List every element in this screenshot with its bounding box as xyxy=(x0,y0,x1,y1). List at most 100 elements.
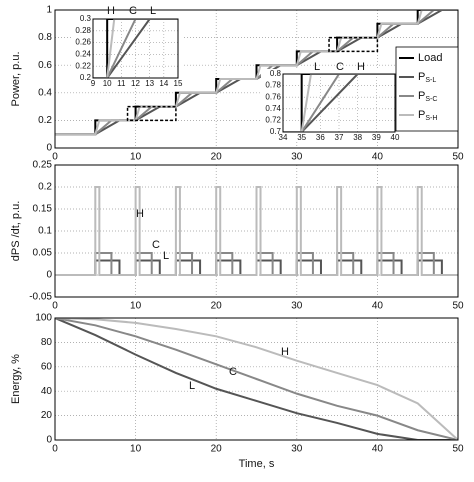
legend-label: Load xyxy=(418,52,442,64)
series-line xyxy=(93,19,178,78)
annotation: L xyxy=(163,250,169,262)
inset-y-tick-label: 0.26 xyxy=(75,38,91,47)
x-tick-label: 10 xyxy=(130,444,142,455)
y-tick-label: 1 xyxy=(46,5,52,16)
x-tick-label: 30 xyxy=(291,152,303,163)
x-tick-label: 40 xyxy=(372,152,384,163)
x-tick-label: 50 xyxy=(452,301,464,312)
x-axis-label: Time, s xyxy=(239,458,275,470)
inset-frame xyxy=(282,73,396,133)
x-tick-label: 20 xyxy=(211,152,223,163)
y-tick-label: 0.2 xyxy=(38,115,52,126)
inset-x-tick-label: 37 xyxy=(335,133,344,142)
y-tick-label: 0.4 xyxy=(38,87,52,98)
panel: 0 20 40 60 80 100 0 10 20 30 40 50 Energy, % Time, s H… xyxy=(10,313,464,470)
inset: 0.2 0.22 0.24 0.26 0.28 0.3 9 10 11 12 13 14 15 H C L xyxy=(71,5,183,88)
inset-y-tick-label: 0.72 xyxy=(265,116,281,125)
x-tick-label: 0 xyxy=(52,301,58,312)
x-tick-label: 50 xyxy=(452,444,464,455)
inset-y-tick-label: 0.28 xyxy=(75,26,91,35)
inset-annotation: L xyxy=(314,61,320,73)
inset-x-tick-label: 10 xyxy=(103,79,112,88)
inset-x-tick-label: 36 xyxy=(316,133,325,142)
series-line xyxy=(55,318,458,440)
series-line xyxy=(55,318,458,440)
inset-annotation: C xyxy=(129,5,137,17)
y-tick-label: -0.05 xyxy=(29,292,52,303)
x-tick-label: 0 xyxy=(52,444,58,455)
zoom-box xyxy=(126,105,177,122)
x-tick-label: 0 xyxy=(52,152,58,163)
inset-background xyxy=(261,69,400,142)
inset-y-tick-label: 0.2 xyxy=(80,73,92,82)
inset-x-tick-label: 35 xyxy=(297,133,306,142)
inset-x-tick-label: 40 xyxy=(391,133,400,142)
annotation: C xyxy=(229,366,237,378)
y-tick-label: 20 xyxy=(41,410,53,421)
inset-annotation: L xyxy=(150,5,156,17)
series-line xyxy=(55,252,458,276)
inset-y-tick-label: 0.76 xyxy=(265,92,281,101)
inset-x-tick-label: 9 xyxy=(91,79,96,88)
y-tick-label: 0.15 xyxy=(33,204,53,215)
y-axis-label: dPS /dt, p.u. xyxy=(10,201,22,262)
zoom-box xyxy=(328,36,379,53)
y-tick-label: 0.6 xyxy=(38,60,52,71)
annotation: L xyxy=(189,380,195,392)
annotation: C xyxy=(152,239,160,251)
y-axis-label: Power, p.u. xyxy=(10,51,22,106)
series-line xyxy=(55,318,458,440)
inset-annotation: H xyxy=(107,5,115,17)
inset-x-tick-label: 14 xyxy=(159,79,168,88)
y-tick-label: 0.8 xyxy=(38,32,52,43)
x-tick-label: 50 xyxy=(452,152,464,163)
inset-annotation: H xyxy=(357,61,365,73)
x-tick-label: 40 xyxy=(372,444,384,455)
legend-box xyxy=(395,46,459,132)
series-line xyxy=(93,19,178,78)
inset-x-tick-label: 11 xyxy=(117,79,126,88)
inset-y-tick-label: 0.22 xyxy=(75,61,91,70)
x-tick-label: 30 xyxy=(291,301,303,312)
x-tick-label: 10 xyxy=(130,152,142,163)
inset-y-tick-label: 0.7 xyxy=(270,127,282,136)
x-tick-label: 30 xyxy=(291,444,303,455)
annotation: H xyxy=(281,346,289,358)
series-line xyxy=(93,19,178,78)
y-tick-label: 0.1 xyxy=(38,226,52,237)
plot-frame xyxy=(54,317,459,441)
series-group xyxy=(55,186,458,276)
y-tick-label: 80 xyxy=(41,337,53,348)
x-tick-label: 40 xyxy=(372,301,384,312)
inset-x-tick-label: 39 xyxy=(372,133,381,142)
inset-y-tick-label: 0.24 xyxy=(75,50,91,59)
y-tick-label: 40 xyxy=(41,386,53,397)
inset-annotation: C xyxy=(336,61,344,73)
y-tick-label: 100 xyxy=(35,313,52,324)
inset-x-tick-label: 34 xyxy=(279,133,288,142)
y-tick-label: 0.05 xyxy=(33,248,53,259)
y-tick-label: 0 xyxy=(46,143,52,154)
inset-y-tick-label: 0.3 xyxy=(80,14,92,23)
series-line xyxy=(55,10,458,136)
y-tick-label: 60 xyxy=(41,361,53,372)
x-tick-label: 20 xyxy=(211,444,223,455)
inset-y-tick-label: 0.8 xyxy=(270,69,282,78)
x-tick-label: 10 xyxy=(130,301,142,312)
x-tick-label: 20 xyxy=(211,301,223,312)
inset-frame xyxy=(92,18,179,79)
inset-x-tick-label: 15 xyxy=(174,79,183,88)
inset-y-tick-label: 0.78 xyxy=(265,81,281,90)
series-line xyxy=(55,186,458,276)
inset-y-tick-label: 0.74 xyxy=(265,104,281,113)
inset-x-tick-label: 38 xyxy=(353,133,362,142)
y-axis-label: Energy, % xyxy=(10,354,22,404)
series-line xyxy=(93,19,178,78)
plot-frame xyxy=(54,164,459,298)
y-tick-label: 0 xyxy=(46,270,52,281)
